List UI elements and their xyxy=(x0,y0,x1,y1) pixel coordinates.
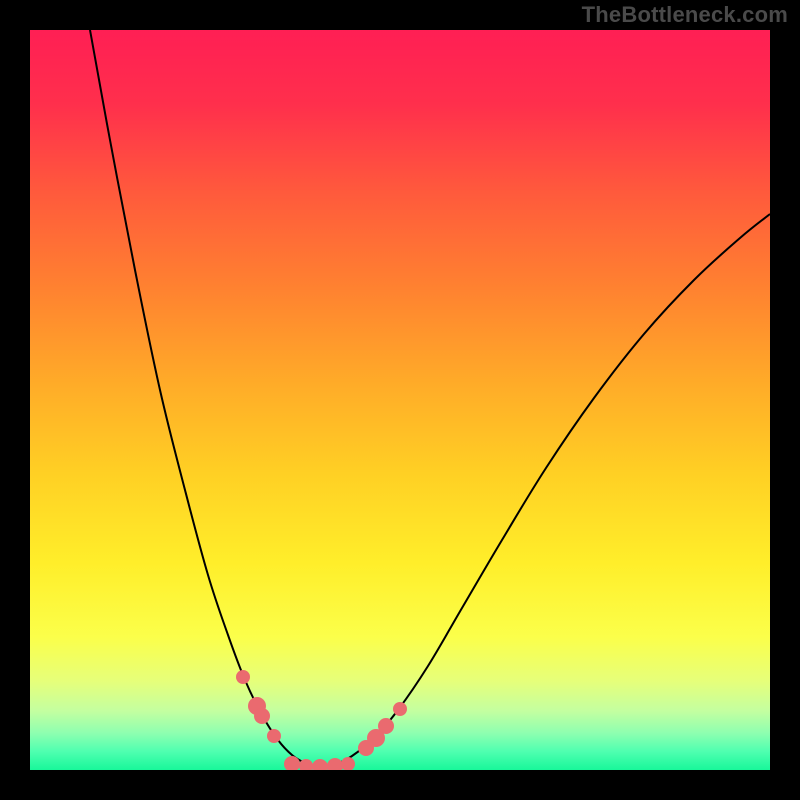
gradient-background xyxy=(30,30,770,770)
marker-dot xyxy=(236,670,250,684)
plot-area xyxy=(30,30,770,770)
marker-dot xyxy=(254,708,270,724)
chart-svg xyxy=(30,30,770,770)
marker-dot xyxy=(393,702,407,716)
marker-dot xyxy=(267,729,281,743)
marker-dot xyxy=(378,718,394,734)
chart-container: TheBottleneck.com xyxy=(0,0,800,800)
watermark-text: TheBottleneck.com xyxy=(582,2,788,28)
